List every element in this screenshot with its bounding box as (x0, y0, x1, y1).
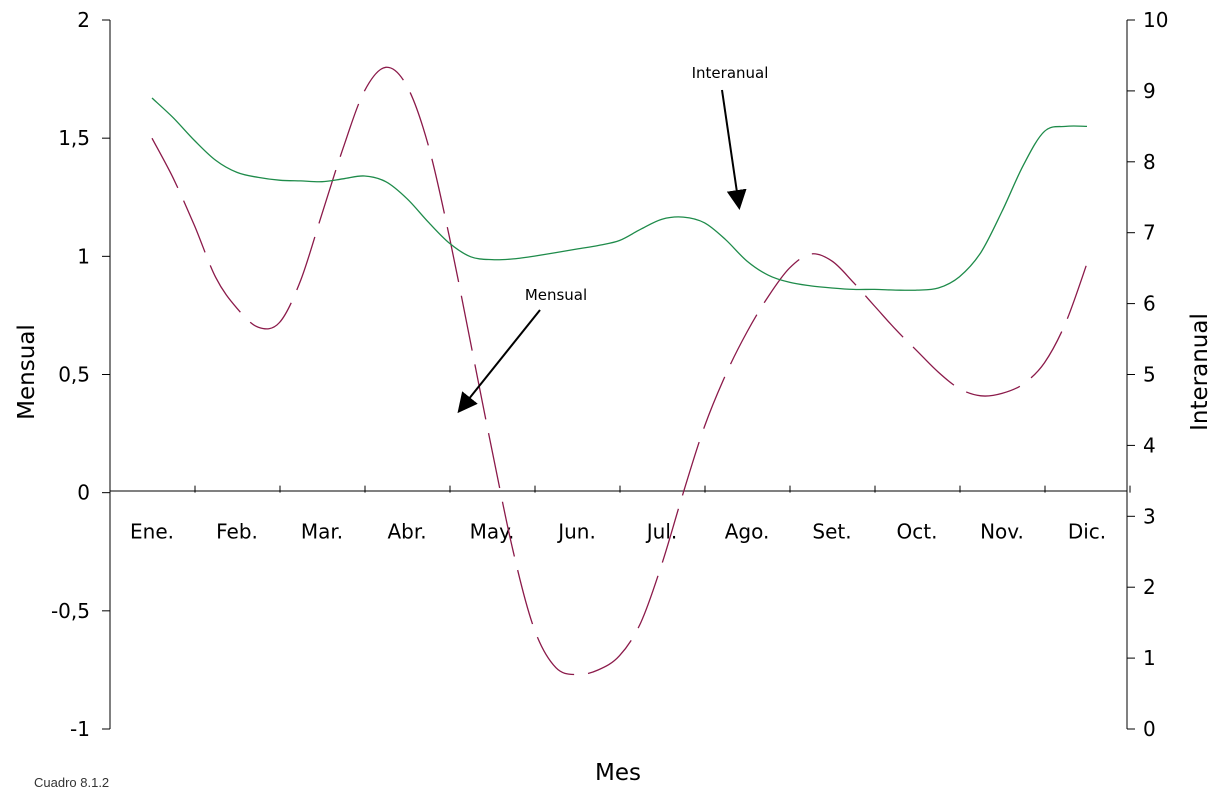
annotation-interanual: Interanual (692, 64, 769, 210)
x-axis-title: Mes (595, 760, 641, 786)
left-axis-title: Mensual (14, 324, 40, 420)
series-layer (151, 66, 1088, 676)
right-axis-tick-label: 5 (1143, 363, 1156, 387)
right-axis-tick-label: 0 (1143, 717, 1156, 741)
right-axis-tick-label: 2 (1143, 575, 1156, 599)
annotation-mensual: Mensual (457, 286, 587, 414)
left-axis-tick-label: 2 (77, 8, 90, 32)
annotation-interanual-arrow (721, 89, 747, 210)
right-axis-ticks: 0 1 2 3 4 5 6 7 8 9 10 (1127, 8, 1168, 741)
caption: Cuadro 8.1.2 (34, 775, 109, 787)
annotation-mensual-arrow (457, 309, 541, 414)
category-ticks: Ene. Feb. Mar. Abr. May. Jun. Jul. Ago. Set. Oct.… (109, 485, 1131, 544)
category-label: Set. (812, 520, 851, 544)
category-label: Oct. (897, 520, 938, 544)
category-label: Abr. (387, 520, 426, 544)
right-axis-tick-label: 8 (1143, 150, 1156, 174)
left-axis-tick-label: -0,5 (51, 599, 90, 623)
left-axis-tick-label: 0,5 (58, 363, 90, 387)
category-label: Feb. (216, 520, 258, 544)
left-axis-tick-label: -1 (70, 717, 90, 741)
category-label: Ene. (130, 520, 174, 544)
series-line-mensual (151, 66, 1088, 676)
category-label: May. (470, 520, 515, 544)
category-label: Dic. (1068, 520, 1106, 544)
annotation-mensual-label: Mensual (525, 286, 587, 304)
right-axis-tick-label: 6 (1143, 292, 1156, 316)
left-axis-ticks: -1 -0,5 0 0,5 1 1,5 2 (51, 8, 110, 741)
category-label: Mar. (301, 520, 343, 544)
right-axis-tick-label: 7 (1143, 221, 1156, 245)
right-axis-title: Interanual (1187, 313, 1213, 431)
right-axis-tick-label: 1 (1143, 646, 1156, 670)
category-label: Jun. (556, 520, 596, 544)
right-axis-tick-label: 4 (1143, 433, 1156, 457)
right-axis-tick-label: 3 (1143, 504, 1156, 528)
category-label: Nov. (980, 520, 1024, 544)
left-axis-tick-label: 0 (77, 481, 90, 505)
right-axis-tick-label: 9 (1143, 79, 1156, 103)
left-axis-tick-label: 1 (77, 244, 90, 268)
annotation-interanual-label: Interanual (692, 64, 769, 82)
series-line-interanual (151, 97, 1088, 291)
left-axis-tick-label: 1,5 (58, 126, 90, 150)
right-axis-tick-label: 10 (1143, 8, 1168, 32)
category-label: Ago. (725, 520, 770, 544)
